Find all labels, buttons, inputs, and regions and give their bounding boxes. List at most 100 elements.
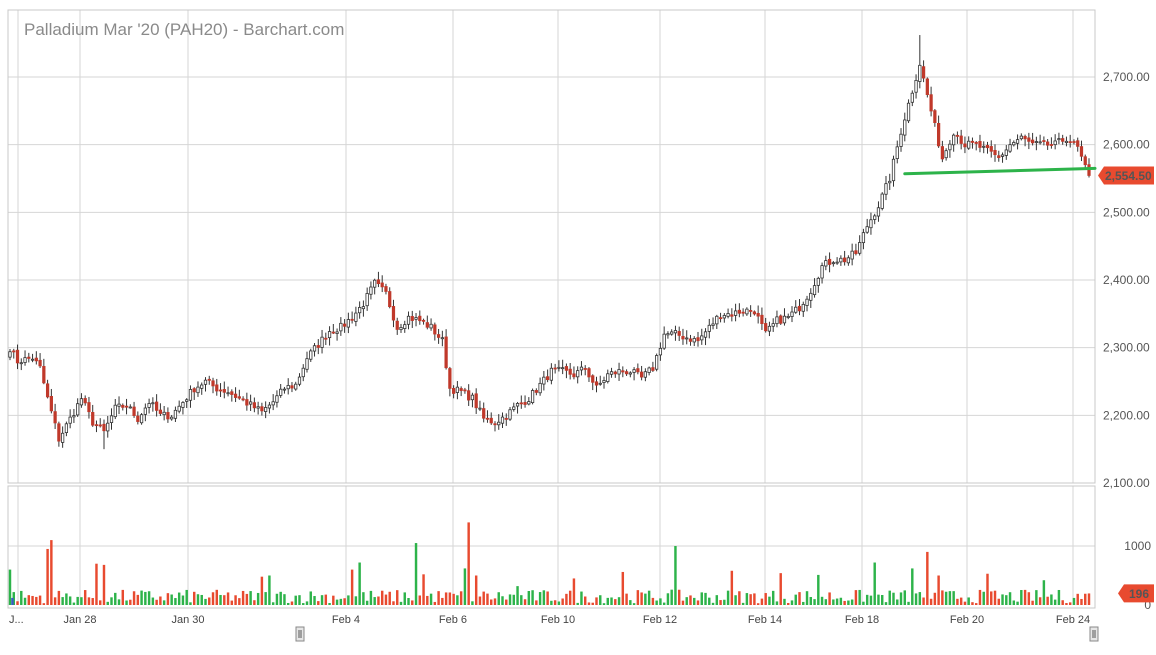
candle-body: [196, 386, 200, 394]
volume-bar: [204, 598, 207, 605]
candle-body: [222, 389, 226, 393]
candle-body: [797, 305, 802, 312]
volume-panel-frame: [7, 485, 1096, 609]
volume-bar: [941, 590, 944, 605]
candle-body: [1008, 144, 1012, 152]
volume-bar: [937, 575, 940, 605]
price-candles: [8, 35, 1091, 450]
volume-bar: [384, 594, 388, 605]
candle-body: [700, 335, 704, 341]
volume-bar: [1038, 597, 1042, 605]
last-price-label: 2,554.50: [1105, 169, 1152, 183]
candle-body: [380, 282, 384, 288]
volume-bar: [850, 599, 854, 605]
volume-bar: [83, 590, 87, 605]
volume-bar: [741, 602, 745, 605]
candle-body: [237, 396, 241, 399]
candle-body: [162, 411, 166, 416]
volume-bar: [794, 594, 797, 605]
volume-bar: [993, 590, 997, 605]
volume-bar: [350, 569, 354, 605]
candle-body: [414, 317, 418, 320]
candle-body: [523, 402, 527, 405]
price-tick-label: 2,500.00: [1103, 205, 1150, 219]
candle-body: [696, 337, 700, 342]
volume-bar: [828, 592, 831, 605]
volume-bar: [238, 598, 241, 605]
volume-bar: [708, 597, 711, 605]
volume-bar: [12, 592, 15, 605]
volume-bar: [542, 590, 546, 605]
candle-body: [561, 367, 565, 370]
volume-bar: [1065, 603, 1068, 605]
volume-bar: [929, 598, 933, 605]
candle-body: [579, 366, 584, 371]
scroll-handle-right-box[interactable]: [1089, 626, 1099, 642]
candle-body: [106, 422, 110, 432]
candle-body: [527, 401, 531, 405]
volume-bar: [249, 591, 252, 605]
candle-body: [771, 323, 775, 327]
volume-bar: [422, 574, 425, 605]
candle-body: [286, 385, 290, 390]
candle-body: [79, 398, 84, 406]
price-tick-label: 2,700.00: [1103, 70, 1150, 84]
support-trendline[interactable]: [903, 166, 1097, 176]
volume-bar: [279, 591, 282, 605]
candle-body: [248, 401, 253, 405]
volume-bar: [632, 603, 636, 605]
volume-bar: [53, 597, 57, 605]
candle-body: [335, 331, 339, 334]
volume-bar: [35, 596, 38, 605]
candle-body: [688, 338, 693, 342]
candle-body: [730, 314, 734, 317]
candle-body: [873, 215, 877, 220]
candle-body: [267, 404, 272, 409]
scroll-handle-left[interactable]: [295, 626, 305, 642]
candle-body: [312, 345, 317, 352]
candle-body: [113, 404, 117, 418]
volume-bar: [320, 595, 324, 605]
volume-bar: [147, 591, 151, 605]
volume-bar: [1042, 580, 1046, 605]
candle-body: [756, 312, 760, 317]
candle-body: [899, 133, 903, 147]
scroll-handle-right[interactable]: [1089, 626, 1099, 642]
volume-bar: [520, 595, 523, 605]
volume-bar: [978, 589, 982, 605]
volume-bar: [1076, 593, 1079, 605]
volume-bar: [1084, 593, 1087, 605]
volume-bar: [734, 595, 737, 605]
candle-body: [275, 395, 279, 403]
volume-bar: [16, 601, 19, 605]
volume-bar: [8, 569, 12, 605]
candle-body: [121, 404, 125, 408]
candle-body: [891, 158, 896, 182]
candle-body: [718, 317, 723, 320]
volume-bar: [256, 592, 260, 605]
volume-bar: [952, 591, 955, 605]
candle-body: [647, 367, 651, 373]
volume-bar: [971, 602, 974, 605]
volume-bar: [914, 593, 918, 605]
volume-bar: [444, 592, 448, 605]
candle-body: [715, 315, 719, 325]
volume-bar: [99, 600, 102, 605]
volume-bar: [399, 601, 403, 605]
volume-bar: [57, 590, 61, 605]
volume-bar: [1023, 589, 1027, 605]
volume-bar: [478, 596, 482, 605]
volume-bar: [599, 595, 602, 605]
candle-body: [493, 423, 497, 426]
price-tick-label: 2,400.00: [1103, 273, 1150, 287]
volume-bar: [614, 599, 617, 605]
volume-bar: [144, 591, 147, 605]
candle-body: [519, 402, 523, 405]
candle-body: [448, 368, 452, 389]
candle-body: [474, 393, 478, 409]
candle-body: [425, 322, 429, 328]
candle-body: [591, 375, 595, 383]
scroll-handle-left-box[interactable]: [295, 626, 305, 642]
volume-bar: [760, 598, 764, 605]
volume-bar: [411, 600, 414, 605]
